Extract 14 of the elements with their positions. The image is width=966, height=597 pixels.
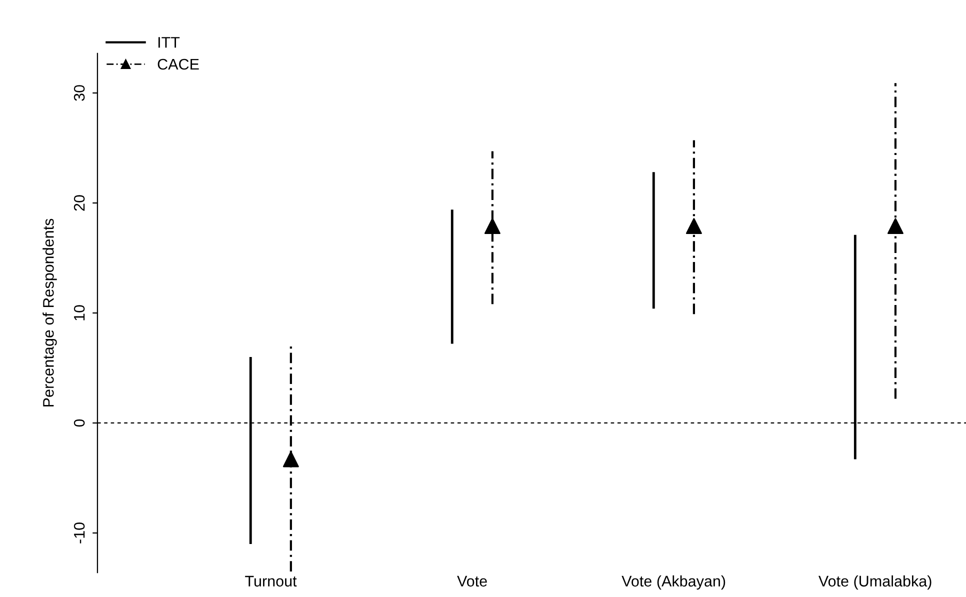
y-tick-label: -10: [74, 522, 85, 544]
y-tick-label: 20: [74, 195, 85, 211]
bar: [652, 172, 655, 309]
x-tick-label: Vote (Umalabka): [818, 575, 932, 590]
y-tick-label: 30: [74, 85, 85, 101]
y-axis-title: Percentage of Respondents: [42, 218, 57, 406]
legend-label: ITT: [158, 37, 180, 48]
y-tick-label: 10: [74, 305, 85, 320]
bar: [450, 210, 454, 344]
legend-label: CACE: [158, 58, 199, 70]
x-tick-label: Vote (Akbayan): [622, 575, 726, 590]
x-tick-label: Turnout: [245, 576, 297, 587]
x-tick-label: Vote: [457, 576, 487, 587]
y-tick-label: 0: [74, 419, 85, 427]
